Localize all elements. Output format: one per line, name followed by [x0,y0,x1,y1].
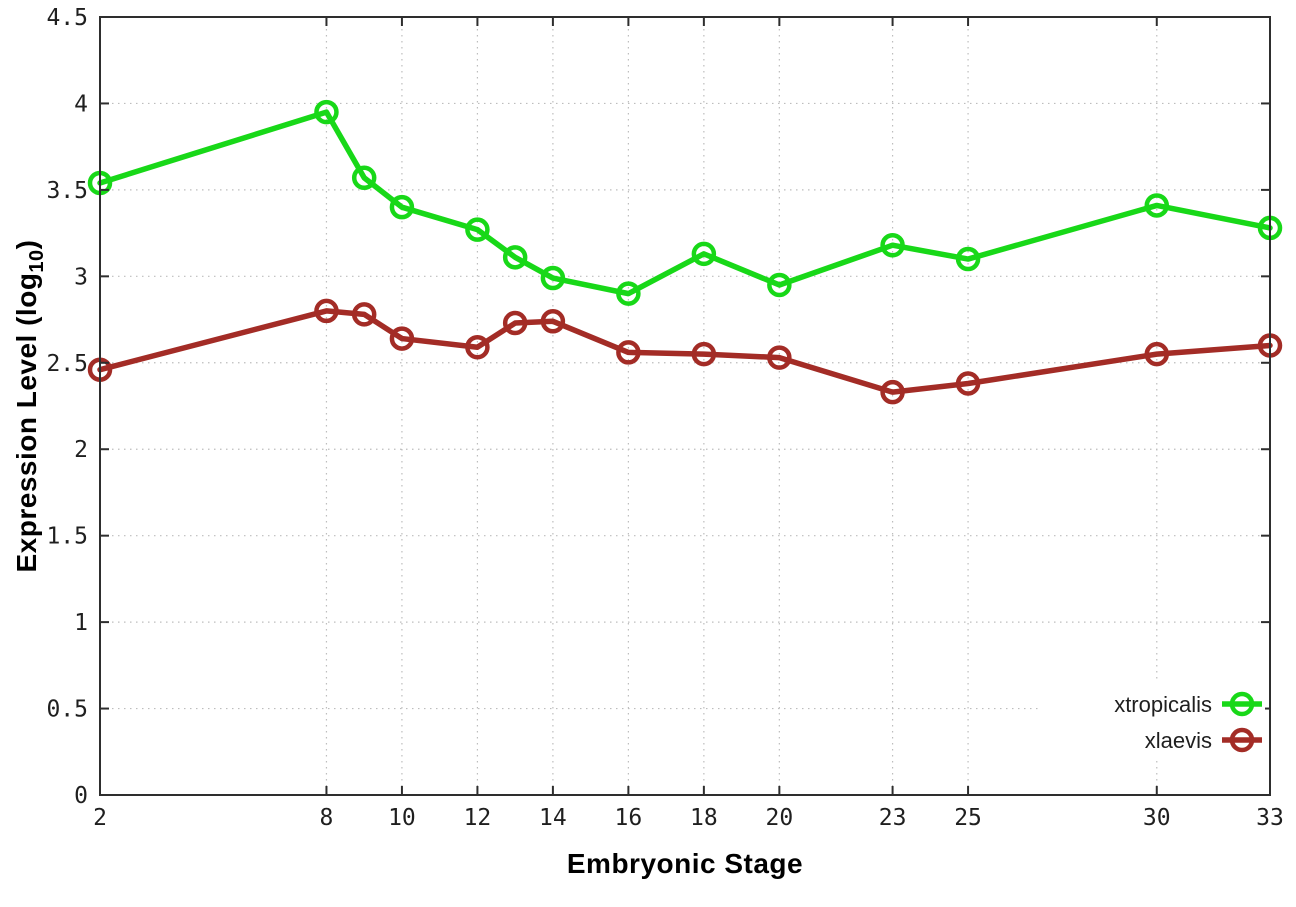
x-tick-label: 30 [1143,805,1171,831]
legend-entry-xlaevis: xlaevis [1145,727,1262,753]
data-point-marker [880,379,905,405]
data-point-marker [1144,341,1170,367]
data-point-marker [880,232,905,258]
data-point-marker [767,272,792,298]
legend-marker [1229,727,1255,753]
x-tick-label: 20 [766,805,794,831]
legend: xtropicalis xlaevis [1040,682,1265,758]
x-tick-label: 23 [879,805,907,831]
axis-layer: 2 8 10 12 14 16 18 20 23 25 30 33 0 0.5 1 1.5 2 2.5 3 3.5 4 4… [46,5,1283,831]
grid-layer [100,17,1270,795]
legend-label-xtropicalis: xtropicalis [1114,692,1212,717]
data-point-marker [955,371,981,396]
data-point-marker [502,310,528,336]
y-axis-title-suffix: ) [11,239,43,250]
series-xtropicalis [87,99,1283,306]
data-point-marker [1144,193,1170,218]
y-tick-label: 4.5 [46,5,88,31]
y-tick-label: 3 [74,264,88,290]
y-tick-label: 0 [74,783,88,809]
data-point-marker [465,334,490,360]
data-point-marker [540,309,566,334]
data-point-marker [691,341,717,367]
series-layer [87,99,1283,405]
data-point-marker [314,298,339,324]
data-point-marker [389,194,415,220]
data-point-marker [351,302,377,327]
data-point-marker [465,217,490,242]
x-tick-label: 33 [1256,805,1284,831]
data-point-marker [616,281,641,306]
x-tick-label: 16 [615,805,643,831]
data-point-marker [389,326,415,351]
y-axis-title: Expression Level (log10) [11,240,49,573]
legend-label-xlaevis: xlaevis [1145,728,1212,753]
y-tick-label: 2.5 [46,351,88,377]
x-tick-label: 2 [93,805,107,831]
x-tick-label: 8 [320,805,334,831]
y-tick-label: 1 [74,610,88,636]
legend-background [1040,682,1265,758]
series-line-xlaevis [97,308,1273,395]
data-point-marker [955,246,981,272]
y-tick-label: 1.5 [46,524,88,550]
x-axis-title: Embryonic Stage [566,848,804,879]
legend-marker [1229,691,1255,717]
y-tick-label: 0.5 [46,697,88,723]
x-tick-label: 10 [388,805,416,831]
legend-entry-xtropicalis: xtropicalis [1114,691,1262,717]
data-point-marker [691,241,717,267]
y-tick-label: 4 [74,91,88,117]
data-point-marker [616,340,641,365]
data-point-marker [351,165,377,191]
x-tick-label: 14 [539,805,567,831]
x-tick-label: 18 [690,805,718,831]
series-line-xtropicalis [97,109,1273,297]
data-point-marker [767,345,792,370]
y-axis-title-text: Expression Level (log [11,272,43,573]
data-point-marker [540,265,566,291]
data-point-marker [502,245,528,270]
data-point-marker [314,99,339,125]
x-tick-label: 12 [464,805,492,831]
y-tick-label: 2 [74,437,88,463]
x-tick-label: 25 [954,805,982,831]
plot-border [99,16,1271,796]
series-xlaevis [87,298,1283,405]
y-tick-label: 3.5 [46,178,88,204]
y-axis-title-subscript: 10 [25,249,48,273]
